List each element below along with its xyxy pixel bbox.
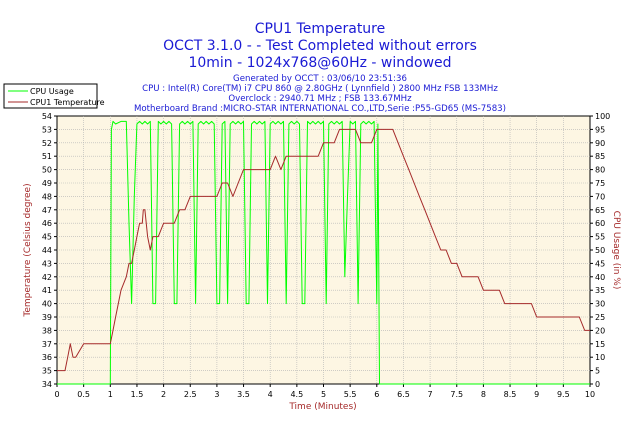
y-axis-left-label: Temperature (Celsius degree) <box>23 183 33 317</box>
y-left-tick-label: 50 <box>42 166 52 175</box>
y-left-tick-label: 48 <box>42 192 52 201</box>
y-left-tick-label: 37 <box>42 340 52 349</box>
y-right-tick-label: 55 <box>595 233 605 242</box>
x-tick-label: 0.5 <box>77 390 90 399</box>
y-left-tick-label: 47 <box>42 206 52 215</box>
x-tick-label: 8.5 <box>504 390 517 399</box>
series-layer <box>57 120 590 385</box>
legend-box <box>3 83 98 109</box>
y-right-tick-label: 65 <box>595 206 605 215</box>
chart-title: CPU1 Temperature <box>255 21 386 37</box>
chart-subtitle-resolution: 10min - 1024x768@60Hz - windowed <box>188 55 451 71</box>
x-tick-label: 2.5 <box>184 390 197 399</box>
info-overclock: Overclock : 2940.71 MHz ; FSB 133.67MHz <box>228 94 412 104</box>
y-right-tick-label: 50 <box>595 246 605 255</box>
y-left-tick-label: 52 <box>42 139 52 148</box>
grid-lines <box>57 116 590 384</box>
y-left-tick-label: 42 <box>42 273 52 282</box>
y-left-tick-label: 49 <box>42 179 52 188</box>
x-tick-label: 1 <box>108 390 113 399</box>
y-left-tick-label: 36 <box>42 353 52 362</box>
x-tick-label: 1.5 <box>131 390 144 399</box>
series-line-cpu-usage <box>57 120 590 385</box>
x-axis-ticks: 0 0.5 1 1.5 2 2.5 3 3.5 4 4.5 5 5.5 6 6.5 7 7.5 8 8.5 9 9.5… <box>54 384 595 399</box>
y-left-tick-label: 51 <box>42 152 52 161</box>
y-right-tick-label: 85 <box>595 152 605 161</box>
x-tick-label: 5 <box>321 390 326 399</box>
y-left-tick-label: 39 <box>42 313 52 322</box>
y-left-tick-label: 40 <box>42 300 52 309</box>
y-right-tick-label: 20 <box>595 326 605 335</box>
x-tick-label: 5.5 <box>344 390 357 399</box>
x-tick-label: 2 <box>161 390 166 399</box>
x-tick-label: 10 <box>585 390 595 399</box>
y-left-tick-label: 45 <box>42 233 52 242</box>
y-left-tick-label: 38 <box>42 326 52 335</box>
y-right-tick-label: 95 <box>595 125 605 134</box>
x-tick-label: 0 <box>54 390 59 399</box>
y-left-tick-label: 53 <box>42 125 52 134</box>
y-right-tick-label: 45 <box>595 259 605 268</box>
y-right-tick-label: 90 <box>595 139 605 148</box>
y-left-tick-label: 34 <box>42 380 52 389</box>
y-axis-right-label: CPU Usage (in %) <box>611 211 621 290</box>
x-tick-label: 9.5 <box>557 390 570 399</box>
legend-label-cpu-temp: CPU1 Temperature <box>30 98 105 107</box>
info-generated: Generated by OCCT : 03/06/10 23:51:36 <box>233 74 407 84</box>
y-right-tick-label: 10 <box>595 353 605 362</box>
x-tick-label: 3.5 <box>237 390 250 399</box>
x-tick-label: 4 <box>268 390 273 399</box>
y-right-tick-label: 60 <box>595 219 605 228</box>
legend-label-cpu-usage: CPU Usage <box>30 87 74 96</box>
y-right-tick-label: 100 <box>595 112 610 121</box>
y-right-tick-label: 25 <box>595 313 605 322</box>
y-right-tick-label: 75 <box>595 179 605 188</box>
y-right-tick-label: 70 <box>595 192 605 201</box>
y-left-tick-label: 41 <box>42 286 52 295</box>
y-left-tick-label: 35 <box>42 367 52 376</box>
y-axis-right-ticks: 0 5 10 15 20 25 30 35 40 45 50 55 60 65 70 75 80 85 90 95 10… <box>590 112 610 389</box>
y-left-tick-label: 54 <box>42 112 52 121</box>
y-left-tick-label: 43 <box>42 259 52 268</box>
x-tick-label: 7 <box>428 390 433 399</box>
x-axis-label: Time (Minutes) <box>288 402 356 412</box>
x-tick-label: 3 <box>214 390 219 399</box>
x-tick-label: 8 <box>481 390 486 399</box>
y-right-tick-label: 35 <box>595 286 605 295</box>
x-tick-label: 6 <box>374 390 379 399</box>
y-right-tick-label: 30 <box>595 300 605 309</box>
x-tick-label: 4.5 <box>290 390 303 399</box>
y-right-tick-label: 15 <box>595 340 605 349</box>
x-tick-label: 9 <box>534 390 539 399</box>
chart-subtitle-test: OCCT 3.1.0 - - Test Completed without er… <box>163 38 477 54</box>
y-axis-left-ticks: 34 35 36 37 38 39 40 41 42 43 44 45 46 47 48 49 50 51 52 53… <box>42 112 57 389</box>
y-left-tick-label: 44 <box>42 246 52 255</box>
series-line-cpu-temperature <box>57 128 590 372</box>
y-right-tick-label: 40 <box>595 273 605 282</box>
info-motherboard: Motherboard Brand :MICRO-STAR INTERNATIO… <box>134 104 506 114</box>
x-tick-label: 6.5 <box>397 390 410 399</box>
y-right-tick-label: 80 <box>595 166 605 175</box>
y-left-tick-label: 46 <box>42 219 52 228</box>
info-cpu: CPU : Intel(R) Core(TM) i7 CPU 860 @ 2.8… <box>142 84 498 94</box>
y-right-tick-label: 5 <box>595 367 600 376</box>
y-right-tick-label: 0 <box>595 380 600 389</box>
legend: CPU Usage CPU1 Temperature <box>3 83 105 109</box>
x-tick-label: 7.5 <box>450 390 463 399</box>
